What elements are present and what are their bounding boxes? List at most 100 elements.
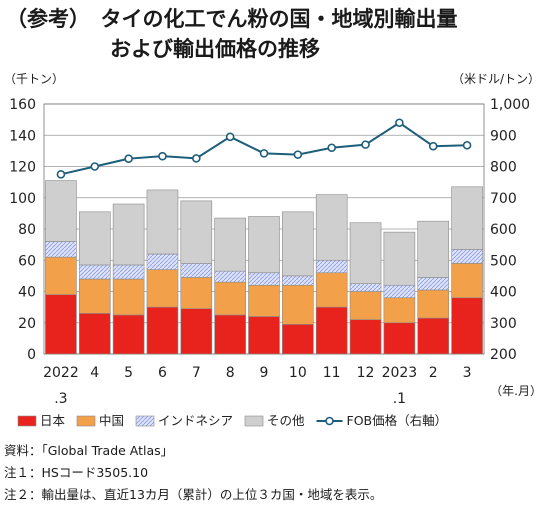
bar-segment [417,277,450,291]
bar-segment [78,264,111,280]
bar-segment [349,222,382,284]
x-tick-label: 6 [158,365,167,381]
legend-label: FOB価格（右軸） [347,413,448,428]
fob-price-point [462,140,472,150]
bar-segment [417,220,450,278]
bar-segment [451,249,483,264]
fob-price-point [90,162,100,171]
bar-segment [383,284,416,299]
bar-segment [112,278,145,316]
bar-segment [248,272,280,286]
title-line-1: （参考） タイの化工でん粉の国・地域別輸出量 [6,7,458,31]
bar-segment [315,259,348,274]
x-tick-label: 5 [124,365,133,381]
bar-segment [78,278,111,314]
right-axis-unit: （米ドル/トン） [451,72,540,86]
x-tick-label: 2022 [43,365,79,381]
title-line-2: および輸出価格の推移 [110,37,320,61]
bar-segment [146,269,179,308]
y2-tick-label: 300 [490,316,517,332]
fob-price-point [124,154,133,163]
bar-segment [248,216,280,274]
legend-label: インドネシア [158,413,233,428]
bar-segment [315,194,348,261]
stacked-bar-line-chart: 0 20 40 60 80 100 120 140 160 200 300 400 500 600 700 8… [9,97,542,428]
fob-price-point [428,141,438,151]
bar-segment [146,253,179,270]
y-tick-label: 40 [18,285,36,301]
x-tick-label: .1 [393,391,406,407]
y-tick-label: 120 [9,160,36,176]
x-tick-label: 9 [260,365,269,381]
x-tick-label: .3 [54,391,67,407]
bar-segment [112,203,145,266]
y2-tick-label: 400 [490,285,517,301]
bar-segment [78,211,111,266]
bar-segment [282,324,314,355]
bar-segment [383,297,416,324]
fob-price-point [192,154,201,163]
bar-segment [349,319,382,355]
bar-segment [315,272,348,308]
fob-price-point [293,150,303,159]
fob-price-point [395,118,404,128]
legend-swatch [17,415,37,427]
bar-segment [451,263,483,299]
note-1: 注１：HSコード3505.10 [4,465,149,480]
x-tick-label: 2023 [382,365,418,381]
bar-segment [112,264,145,280]
x-tick-label: 4 [90,365,99,381]
legend-swatch [135,415,155,427]
x-axis-unit: （年.月） [490,384,542,398]
y-tick-label: 160 [9,97,36,113]
fob-price-point [225,132,235,142]
bar-segment [180,277,213,309]
bar-segment [451,297,483,355]
bar-segment [45,294,77,355]
bar-segment [248,316,280,355]
bar-segment [383,322,416,355]
fob-price-point [56,170,66,179]
bar-segment [146,306,179,355]
bar-segment [349,283,382,292]
legend-label: 中国 [99,413,124,428]
y2-tick-label: 200 [490,347,517,363]
legend-line-marker [325,416,334,426]
note-source: 資料：「Global Trade Atlas」 [4,443,174,458]
x-tick-label: 12 [357,365,375,381]
x-tick-label: 2 [429,365,438,381]
bar-segment [112,314,145,355]
chart-title: （参考） タイの化工でん粉の国・地域別輸出量 および輸出価格の推移 [6,4,458,64]
bar-segment [417,317,450,355]
legend-label: 日本 [40,413,66,428]
y2-tick-label: 900 [490,128,517,144]
bar-segment [78,313,111,355]
bar-segment [180,263,213,278]
left-axis-unit: （千トン） [4,72,65,86]
bar-segment [180,308,213,355]
bar-segment [45,180,77,242]
bar-segment [417,289,450,319]
y2-tick-label: 500 [490,253,517,269]
y-tick-label: 60 [18,253,36,269]
x-tick-label: 11 [323,365,341,381]
fob-price-point [327,143,336,153]
x-tick-label: 7 [192,365,201,381]
y2-tick-label: 600 [490,222,517,238]
y-tick-label: 20 [18,316,36,332]
fob-price-point [158,151,167,161]
bar-segment [45,241,77,258]
legend-swatch [244,415,264,427]
bar-segment [45,256,77,295]
bar-segment [214,217,246,272]
bar-segment [383,231,416,286]
bar-segment [451,186,483,250]
x-tick-label: 10 [289,365,307,381]
bar-segment [315,306,348,355]
x-tick-label: 3 [463,365,472,381]
legend-label: その他 [267,413,305,428]
y2-tick-label: 1,000 [490,97,530,113]
bar-segment [146,189,179,255]
y-tick-label: 140 [9,128,36,144]
bar-segment [214,281,246,316]
